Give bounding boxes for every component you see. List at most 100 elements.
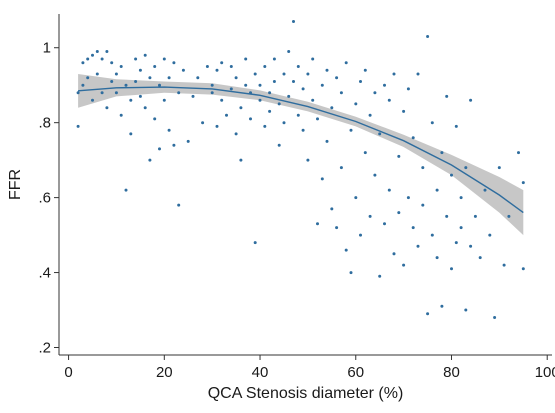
data-point xyxy=(306,72,310,76)
data-point xyxy=(296,113,300,117)
data-point xyxy=(301,128,305,132)
data-point xyxy=(229,87,233,91)
data-point xyxy=(363,151,367,155)
data-point xyxy=(450,173,453,177)
data-point xyxy=(129,132,133,136)
x-axis-title: QCA Stenosis diameter (%) xyxy=(208,385,404,402)
data-point xyxy=(153,117,157,121)
data-point xyxy=(143,53,147,57)
data-point xyxy=(335,76,339,80)
data-point xyxy=(81,83,85,87)
data-point xyxy=(253,72,257,76)
data-point xyxy=(134,80,138,83)
data-point xyxy=(325,139,329,143)
data-point xyxy=(220,61,224,65)
data-point xyxy=(268,91,272,95)
data-point xyxy=(114,72,118,76)
data-point xyxy=(335,226,339,230)
data-point xyxy=(469,98,473,102)
data-point xyxy=(330,207,334,211)
data-point xyxy=(287,94,291,98)
data-point xyxy=(306,158,310,162)
data-point xyxy=(426,35,430,38)
data-point xyxy=(143,106,147,110)
data-point xyxy=(320,177,324,181)
data-point xyxy=(497,166,501,170)
data-point xyxy=(359,80,362,83)
data-point xyxy=(488,233,492,237)
data-point xyxy=(258,83,262,87)
data-point xyxy=(354,196,358,200)
data-point xyxy=(454,241,458,245)
data-point xyxy=(502,263,506,267)
data-point xyxy=(373,91,377,95)
y-tick-label: .8 xyxy=(38,115,51,132)
data-point xyxy=(464,308,468,312)
data-point xyxy=(167,76,171,80)
data-point xyxy=(507,214,511,218)
data-point xyxy=(330,106,334,110)
data-point xyxy=(521,181,525,185)
data-point xyxy=(373,173,377,177)
data-point xyxy=(344,248,348,252)
data-point xyxy=(406,87,410,91)
data-point xyxy=(81,61,85,65)
data-point xyxy=(349,271,353,275)
data-point xyxy=(244,83,248,87)
data-point xyxy=(282,121,286,125)
data-point xyxy=(311,57,315,61)
fit-line-layer xyxy=(78,86,524,214)
data-point xyxy=(339,91,343,95)
data-point xyxy=(158,147,161,151)
data-point xyxy=(478,256,482,260)
data-point xyxy=(186,139,190,143)
data-point xyxy=(177,91,181,95)
data-point xyxy=(263,124,267,128)
data-point xyxy=(119,65,123,68)
data-point xyxy=(105,50,109,53)
data-point xyxy=(239,158,243,162)
data-point xyxy=(296,65,300,68)
data-point xyxy=(134,57,138,61)
data-point xyxy=(445,214,449,218)
data-point xyxy=(205,65,209,68)
data-point xyxy=(459,196,463,200)
data-point xyxy=(138,68,142,72)
data-point xyxy=(411,226,415,230)
y-tick-label: .6 xyxy=(38,190,51,207)
data-point xyxy=(172,61,176,65)
x-tick-label: 0 xyxy=(64,364,72,381)
data-point xyxy=(272,57,276,61)
data-point xyxy=(402,109,406,113)
data-point xyxy=(268,109,272,113)
data-point xyxy=(517,151,520,155)
data-point xyxy=(359,233,362,237)
data-point xyxy=(100,91,104,95)
data-point xyxy=(196,76,200,80)
data-point xyxy=(421,203,425,207)
data-point xyxy=(421,166,425,170)
data-point xyxy=(272,80,276,83)
x-ticks-layer: 0 20 40 60 80 100 xyxy=(64,355,555,381)
data-point xyxy=(416,244,420,248)
data-point xyxy=(220,98,224,102)
data-point xyxy=(191,94,195,98)
x-tick-label: 80 xyxy=(443,364,460,381)
data-point xyxy=(435,256,439,260)
data-point xyxy=(354,102,358,106)
data-point xyxy=(459,226,463,230)
data-point xyxy=(383,83,386,87)
data-point xyxy=(383,222,386,226)
y-tick-label: 1 xyxy=(43,40,51,57)
data-point xyxy=(153,65,157,68)
data-point xyxy=(129,98,133,102)
data-point xyxy=(263,65,267,68)
data-point xyxy=(225,113,228,117)
data-point xyxy=(229,65,233,68)
data-point xyxy=(464,166,468,170)
data-point xyxy=(450,267,453,271)
x-tick-label: 100 xyxy=(535,364,555,381)
data-point xyxy=(287,50,291,53)
data-point xyxy=(148,158,152,162)
